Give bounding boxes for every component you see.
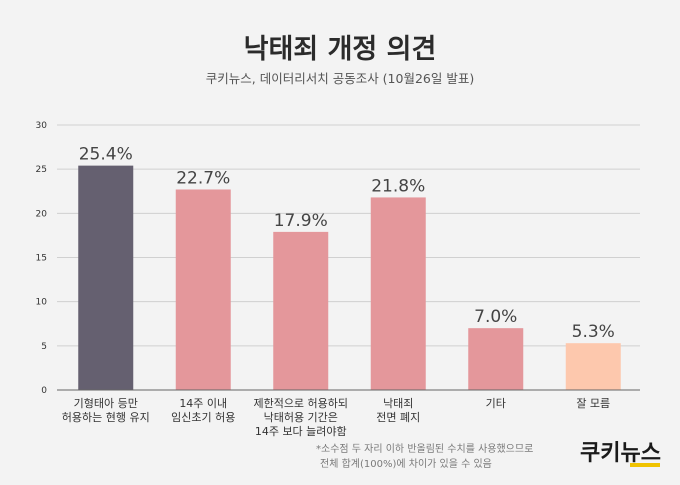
logo-text: 쿠키뉴스 [580, 441, 661, 466]
bar [468, 328, 524, 390]
category-labels: 기형태아 등만 허용하는 현행 유지 14주 이내 임신초기 허용 제한적으로 허용하되… [62, 396, 610, 438]
category-label: 제한적으로 허용하되 낙태허용 기간은 14주 보다 늘려야함 [253, 396, 348, 438]
bar [78, 165, 134, 390]
y-tick-label: 0 [41, 386, 47, 396]
value-label: 5.3% [572, 322, 615, 342]
y-tick-label: 25 [36, 165, 47, 175]
logo: 쿠키뉴스 [580, 441, 661, 467]
value-label: 7.0% [474, 307, 517, 327]
bars [78, 165, 621, 390]
value-label: 21.8% [371, 176, 425, 196]
chart-subtitle: 쿠키뉴스, 데이터리서치 공동조사 (10월26일 발표) [206, 71, 474, 86]
category-label: 낙태죄 전면 폐지 [376, 397, 420, 424]
y-tick-label: 5 [41, 342, 47, 352]
bar [565, 343, 621, 390]
bar [370, 197, 426, 390]
chart-title: 낙태죄 개정 의견 [244, 34, 437, 65]
value-label: 17.9% [274, 211, 328, 231]
y-tick-label: 10 [36, 298, 48, 308]
value-labels: 25.4% 22.7% 17.9% 21.8% 7.0% 5.3% [79, 145, 615, 343]
footnote-line-1: *소수점 두 자리 이하 반올림된 수치를 사용했으므로 [316, 442, 533, 455]
value-label: 22.7% [176, 168, 230, 188]
category-label: 14주 이내 임신초기 허용 [171, 397, 235, 424]
value-label: 25.4% [79, 145, 133, 165]
grid-lines [57, 124, 640, 347]
y-tick-label: 20 [36, 209, 48, 219]
category-label: 잘 모름 [576, 397, 610, 410]
bar [273, 231, 329, 390]
footnote-line-2: 전체 합계(100%)에 차이가 있을 수 있음 [320, 458, 492, 470]
y-tick-label: 15 [36, 254, 47, 264]
bar [175, 189, 231, 390]
y-tick-label: 30 [36, 121, 48, 131]
logo-accent-bar [630, 463, 660, 467]
y-axis-ticks: 0 5 10 15 20 25 30 [36, 121, 48, 396]
category-label: 기타 [486, 397, 506, 410]
category-label: 기형태아 등만 허용하는 현행 유지 [62, 397, 150, 424]
